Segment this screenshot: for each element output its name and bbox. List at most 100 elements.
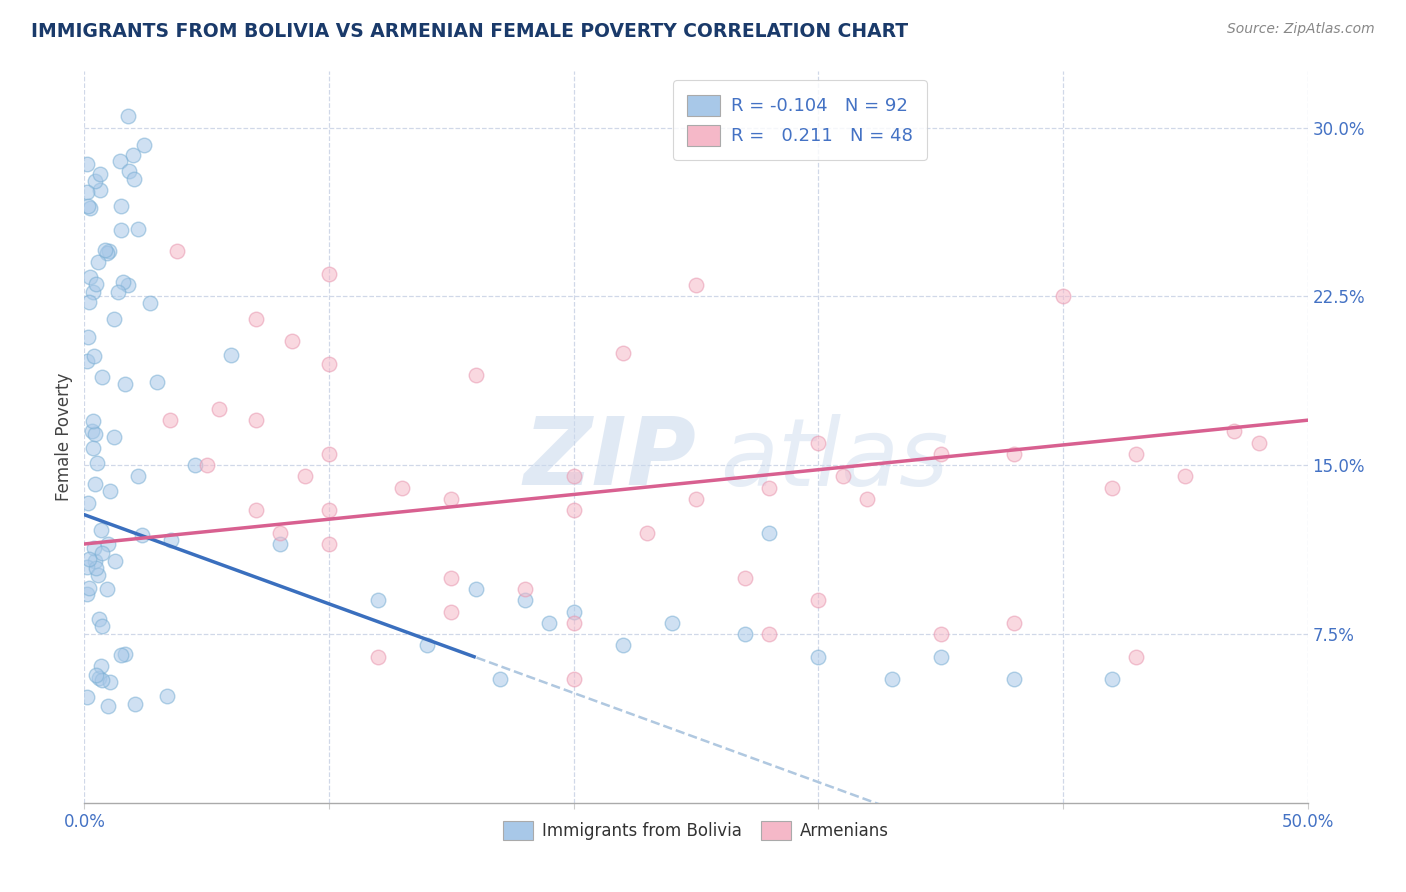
Point <box>110 222 132 236</box>
Point <box>562 615 585 630</box>
Point <box>195 458 218 473</box>
Text: ZIP: ZIP <box>523 413 696 505</box>
Point <box>84 668 107 682</box>
Point <box>76 198 98 212</box>
Text: IMMIGRANTS FROM BOLIVIA VS ARMENIAN FEMALE POVERTY CORRELATION CHART: IMMIGRANTS FROM BOLIVIA VS ARMENIAN FEMA… <box>31 22 908 41</box>
Point <box>318 357 340 371</box>
Point <box>734 571 756 585</box>
Point <box>1174 469 1197 483</box>
Point <box>245 413 267 427</box>
Point <box>367 649 389 664</box>
Point <box>416 638 439 652</box>
Point <box>612 638 634 652</box>
Point <box>87 612 110 626</box>
Point <box>110 199 132 213</box>
Point <box>318 267 340 281</box>
Point <box>318 537 340 551</box>
Point <box>562 503 585 517</box>
Point <box>117 109 139 123</box>
Point <box>118 164 141 178</box>
Point <box>1125 447 1147 461</box>
Point <box>83 174 105 188</box>
Point <box>91 619 114 633</box>
Text: Source: ZipAtlas.com: Source: ZipAtlas.com <box>1227 22 1375 37</box>
Point <box>318 447 340 461</box>
Point <box>77 552 100 566</box>
Point <box>440 491 463 506</box>
Point <box>1002 615 1025 630</box>
Point <box>245 312 267 326</box>
Point <box>269 537 291 551</box>
Point <box>139 295 162 310</box>
Point <box>513 593 536 607</box>
Point <box>562 672 585 686</box>
Point <box>612 345 634 359</box>
Point <box>76 156 98 170</box>
Point <box>562 469 585 483</box>
Point <box>77 495 100 509</box>
Point <box>1101 672 1123 686</box>
Point <box>440 571 463 585</box>
Point <box>166 244 188 259</box>
Point <box>110 153 132 168</box>
Point <box>807 649 830 664</box>
Point <box>114 377 136 392</box>
Point <box>1101 481 1123 495</box>
Point <box>90 659 112 673</box>
Point <box>440 605 463 619</box>
Point <box>76 185 98 199</box>
Point <box>96 698 118 713</box>
Point <box>758 627 780 641</box>
Point <box>159 413 181 427</box>
Point <box>127 469 149 483</box>
Point <box>76 560 98 574</box>
Point <box>245 503 267 517</box>
Point <box>269 525 291 540</box>
Point <box>1125 649 1147 664</box>
Point <box>91 370 114 384</box>
Point <box>562 605 585 619</box>
Point <box>82 424 104 438</box>
Point <box>464 582 486 596</box>
Y-axis label: Female Poverty: Female Poverty <box>55 373 73 501</box>
Point <box>117 278 139 293</box>
Point <box>86 456 108 470</box>
Point <box>929 447 952 461</box>
Point <box>880 672 903 686</box>
Point <box>89 183 111 197</box>
Point <box>100 484 122 499</box>
Point <box>76 329 98 343</box>
Point <box>89 671 111 685</box>
Point <box>86 254 108 268</box>
Point <box>1002 447 1025 461</box>
Point <box>122 172 145 186</box>
Point <box>807 593 830 607</box>
Point <box>96 582 118 597</box>
Point <box>84 426 107 441</box>
Point <box>929 627 952 641</box>
Point <box>807 435 830 450</box>
Point <box>111 275 134 289</box>
Text: atlas: atlas <box>720 414 949 505</box>
Point <box>929 649 952 664</box>
Point <box>79 202 101 216</box>
Point <box>1223 425 1246 439</box>
Point <box>132 138 155 153</box>
Point <box>84 476 107 491</box>
Point <box>131 528 153 542</box>
Point <box>83 349 105 363</box>
Point <box>184 458 207 473</box>
Point <box>127 222 149 236</box>
Point <box>100 674 122 689</box>
Point <box>208 401 231 416</box>
Point <box>89 167 111 181</box>
Point <box>219 348 242 362</box>
Point <box>367 593 389 607</box>
Point <box>1052 289 1074 303</box>
Point <box>661 615 683 630</box>
Point <box>146 375 169 389</box>
Point <box>391 481 413 495</box>
Point <box>103 312 125 326</box>
Point <box>84 277 107 291</box>
Point <box>758 481 780 495</box>
